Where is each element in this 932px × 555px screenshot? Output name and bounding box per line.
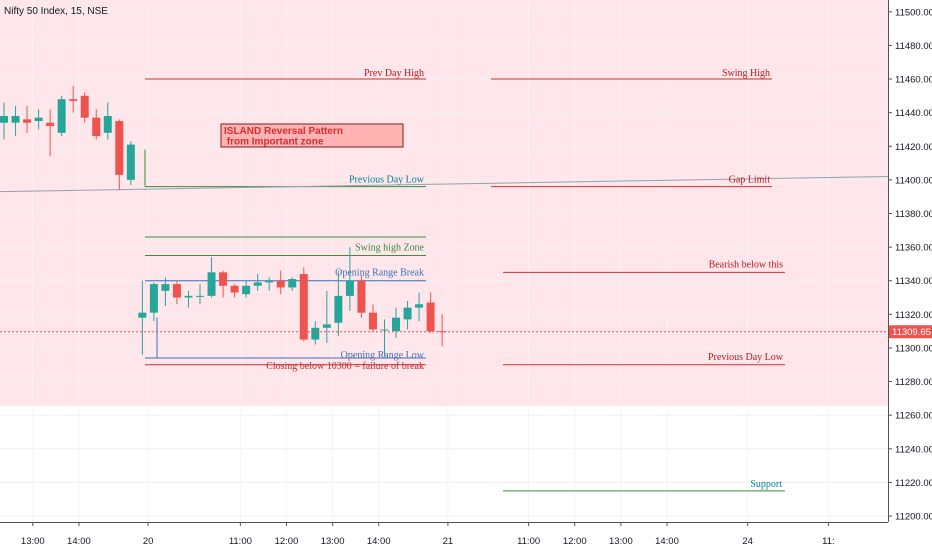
candle-body: [161, 284, 169, 291]
time-axis[interactable]: 13:00 14:00 20 11:00 12:00 13:00 14:00 21 11:00 1…: [21, 522, 835, 547]
time-tick-label: 11:: [822, 536, 835, 547]
candle-body: [242, 286, 250, 294]
candle-body: [300, 274, 308, 340]
candle-body: [288, 279, 296, 287]
price-tick-label: 11200.00: [895, 512, 932, 523]
candle-body: [369, 313, 377, 330]
last-price-label: 11309.65: [892, 327, 931, 338]
candle-body: [427, 303, 435, 332]
candle-body: [357, 281, 365, 313]
price-tick-label: 11480.00: [895, 41, 932, 52]
candle-body: [58, 99, 66, 133]
prev-day-high-label: Prev Day High: [364, 68, 424, 79]
price-tick-label: 11460.00: [895, 75, 932, 86]
candle-body: [150, 284, 158, 313]
candle-body: [311, 328, 319, 340]
candle-body: [265, 281, 273, 283]
candle-body: [231, 286, 239, 293]
time-tick-label: 12:00: [563, 536, 587, 547]
swing-high-label: Swing High: [722, 68, 770, 79]
time-tick-label: 11:00: [517, 536, 540, 547]
price-tick-label: 11440.00: [895, 108, 932, 119]
time-tick-label: 21: [443, 536, 454, 547]
price-tick-label: 11420.00: [895, 142, 932, 153]
candle-body: [392, 318, 400, 331]
candle-body: [104, 116, 112, 133]
price-tick-label: 11380.00: [895, 209, 932, 220]
candle-body: [208, 272, 216, 296]
candle-body: [415, 304, 423, 307]
time-tick-label: 12:00: [275, 536, 299, 547]
candle-body: [35, 118, 43, 121]
time-tick-label: 13:00: [21, 536, 45, 547]
time-tick-label: 24: [742, 536, 753, 547]
candle-body: [23, 119, 31, 122]
price-tick-label: 11280.00: [895, 377, 932, 388]
price-tick-label: 11360.00: [895, 243, 932, 254]
island-box-line2: from Important zone: [224, 137, 324, 148]
support-label: Support: [750, 479, 782, 490]
background-shading-band: [0, 0, 888, 406]
candle-body: [380, 329, 388, 330]
candle-body: [173, 284, 181, 297]
price-tick-label: 11220.00: [895, 478, 932, 489]
candle-body: [196, 296, 204, 297]
candle-body: [404, 308, 412, 320]
previous-day-low-label: Previous Day Low: [349, 175, 425, 186]
price-tick-label: 11300.00: [895, 343, 932, 354]
swing-high-zone-label: Swing high Zone: [355, 243, 424, 254]
candle-body: [69, 99, 77, 101]
candle-body: [46, 123, 54, 126]
price-tick-label: 11240.00: [895, 444, 932, 455]
time-tick-label: 13:00: [609, 536, 633, 547]
candle-body: [138, 313, 146, 318]
gap-limit-label: Gap Limit: [729, 175, 771, 186]
time-tick-label: 14:00: [67, 536, 91, 547]
candle-body: [277, 281, 285, 288]
candle-body: [12, 116, 20, 123]
price-tick-label: 11340.00: [895, 276, 932, 287]
candle-body: [346, 281, 354, 296]
candle-body: [92, 118, 100, 136]
price-tick-label: 11260.00: [895, 411, 932, 422]
opening-range-break-label: Opening Range Break: [335, 268, 424, 279]
chart-title: Nifty 50 Index, 15, NSE: [4, 6, 108, 17]
price-tick-label: 11400.00: [895, 175, 932, 186]
candle-body: [334, 296, 342, 323]
bearish-below-label: Bearish below this: [709, 259, 784, 270]
time-tick-label: 13:00: [321, 536, 345, 547]
candle-body: [254, 282, 262, 285]
price-tick-label: 11320.00: [895, 310, 932, 321]
candle-body: [0, 116, 8, 123]
candle-body: [219, 272, 227, 285]
time-tick-label: 20: [143, 536, 154, 547]
opening-range-low-label: Opening Range Low: [341, 350, 425, 361]
previous-day-low-right-label: Previous Day Low: [708, 352, 784, 363]
time-tick-label: 11:00: [229, 536, 252, 547]
candle-body: [184, 296, 192, 298]
candle-body: [127, 145, 135, 180]
candle-body: [323, 324, 331, 327]
time-tick-label: 14:00: [367, 536, 391, 547]
closing-below-label: Closing below 10300 = failure of break: [266, 361, 424, 372]
candle-body: [81, 96, 89, 118]
time-tick-label: 14:00: [655, 536, 679, 547]
island-box-line1: ISLAND Reversal Pattern: [224, 126, 343, 137]
price-tick-label: 11500.00: [895, 7, 932, 18]
candle-body: [115, 121, 123, 175]
price-axis[interactable]: 11200.00 11220.00 11240.00 11260.00 11280.00…: [888, 7, 932, 522]
